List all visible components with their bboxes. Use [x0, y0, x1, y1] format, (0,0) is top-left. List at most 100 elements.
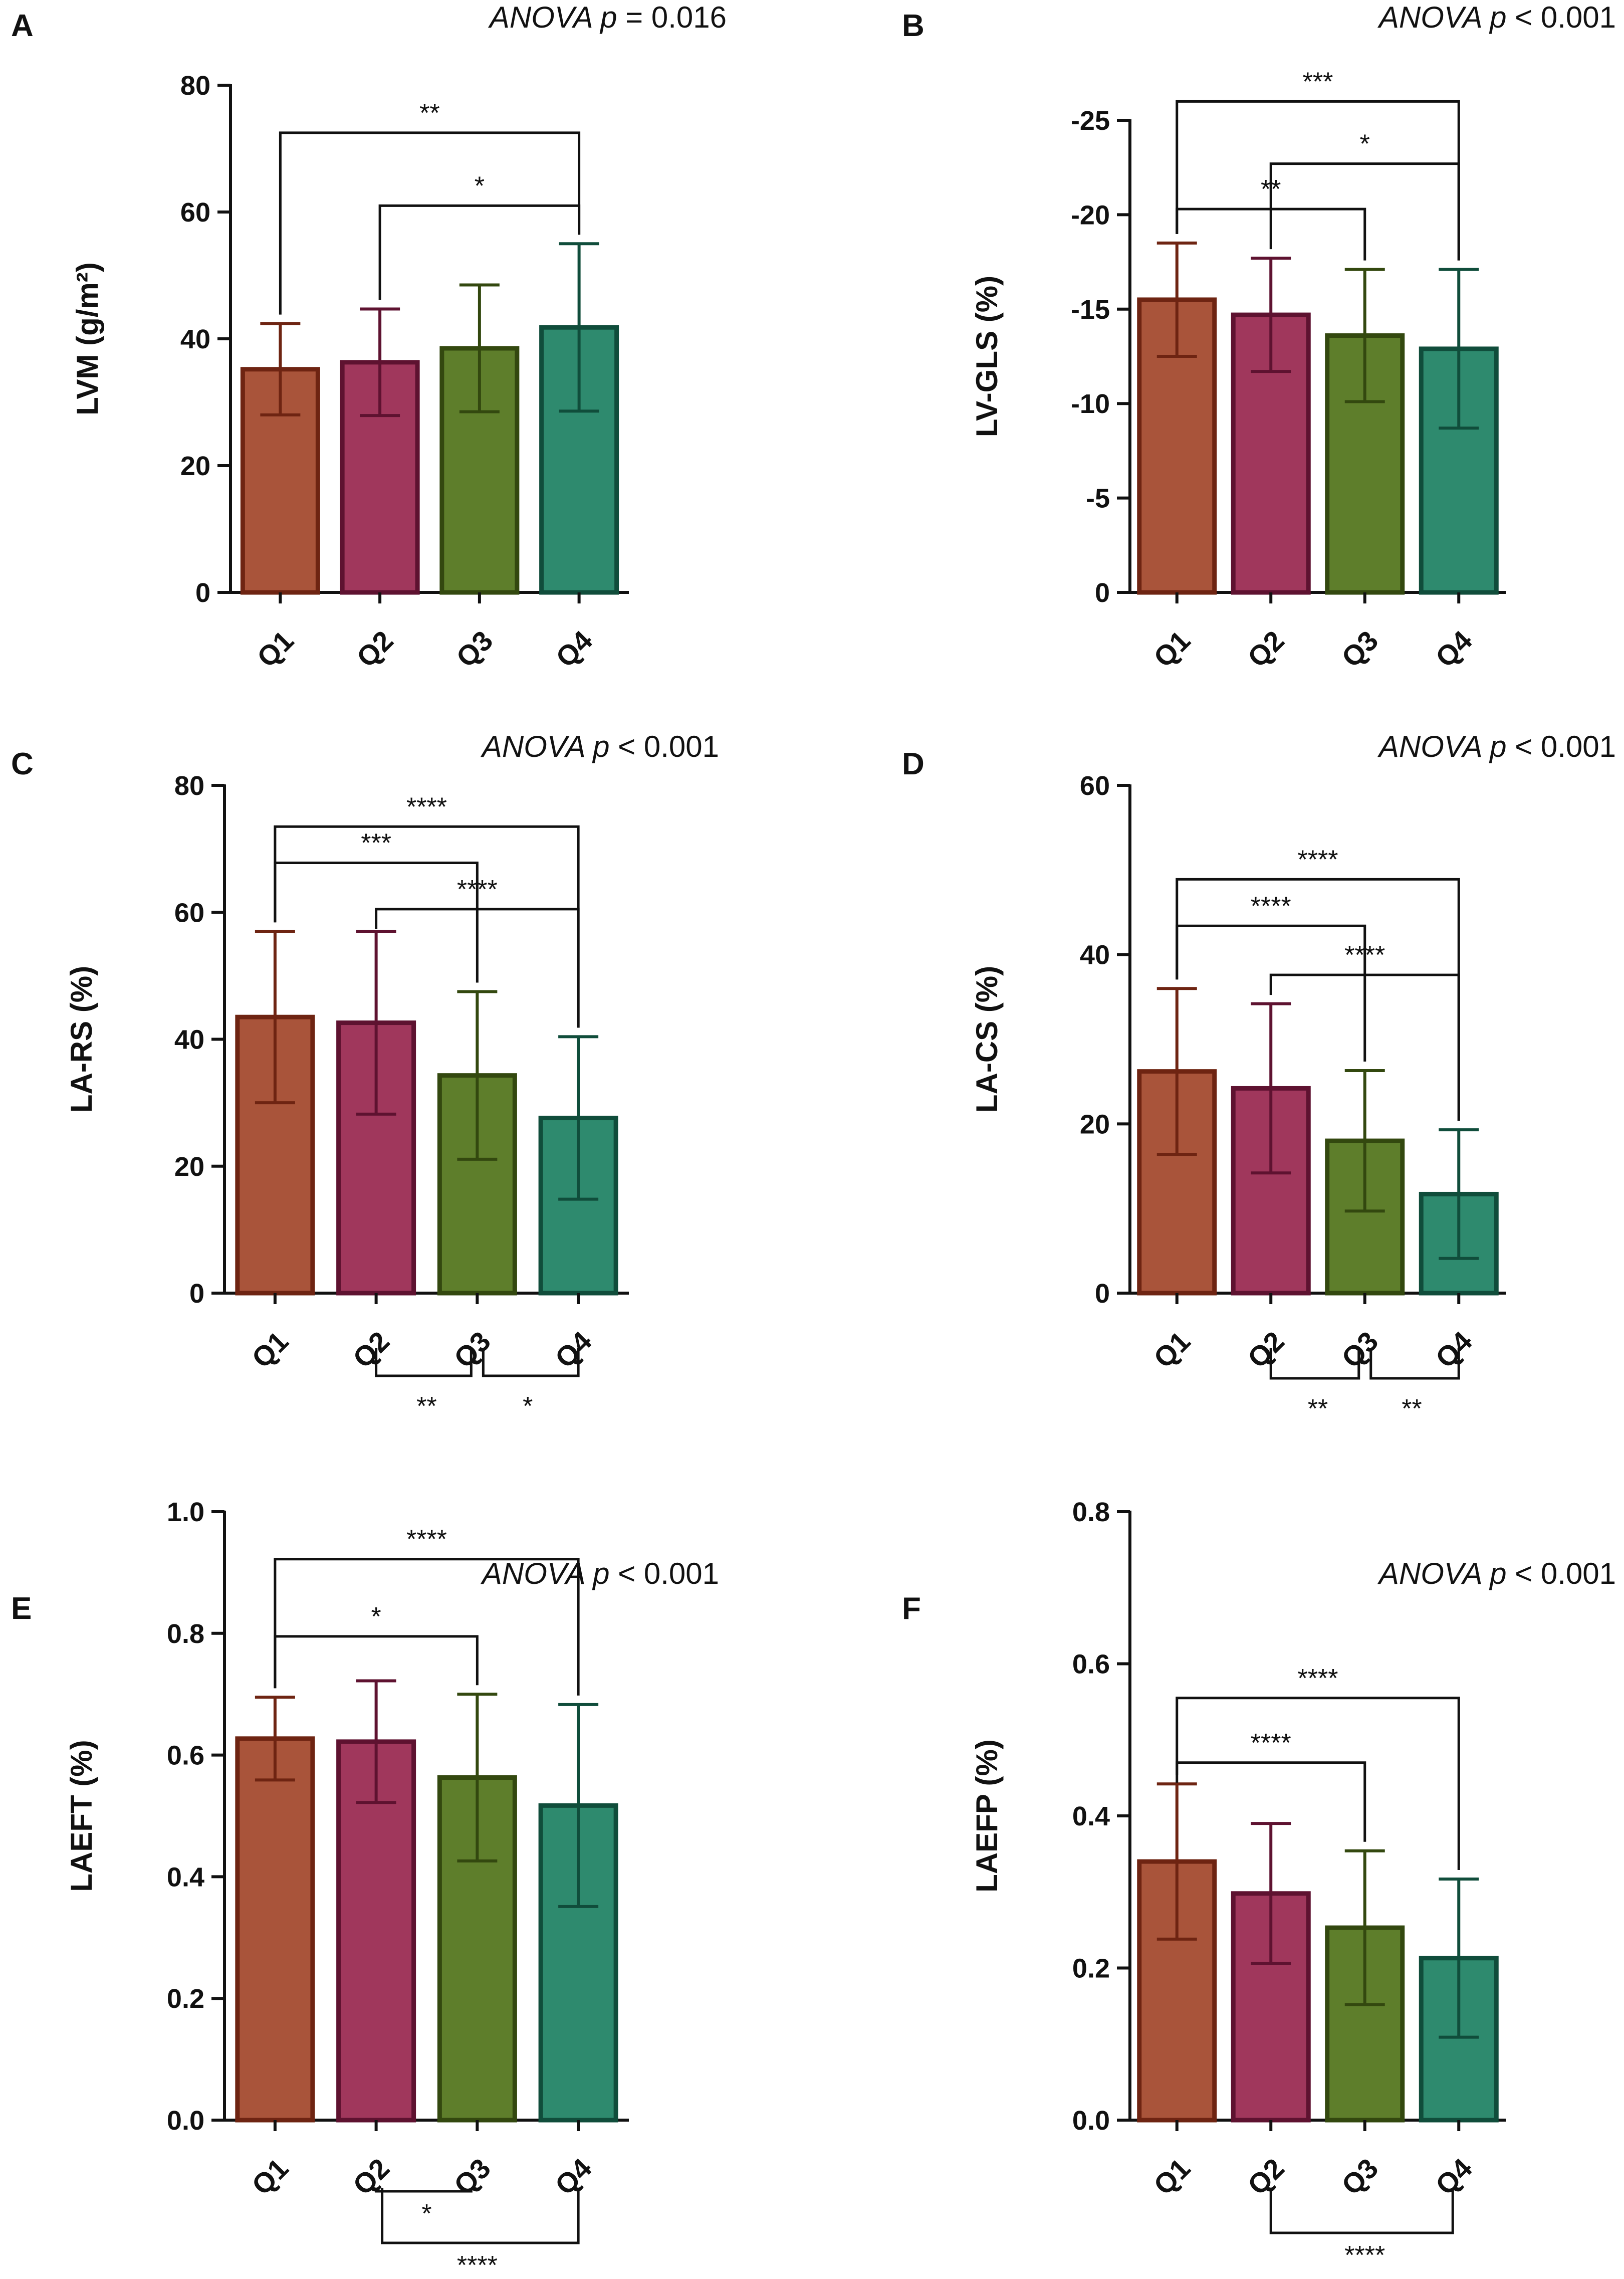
significance-label: *	[1360, 130, 1370, 159]
panel-e: E ANOVA p < 0.001 0.0 0.2 0.4 0.6 0.8 1.0 LAEFT …	[11, 1497, 719, 2279]
panel-letter: D	[902, 747, 924, 781]
significance-label-below: *	[421, 2199, 431, 2228]
significance-bracket	[1176, 1697, 1460, 1870]
significance-bracket	[279, 131, 581, 315]
x-tick-label: Q4	[549, 1325, 597, 1374]
significance-label: ***	[361, 828, 391, 858]
y-axis-label: LA-RS (%)	[65, 966, 98, 1113]
y-axis-label: LA-CS (%)	[970, 966, 1004, 1113]
significance-bracket	[274, 825, 580, 1028]
significance-label: **	[419, 99, 439, 128]
x-tick-label: Q2	[1241, 2152, 1290, 2201]
y-tick-label: 40	[174, 1025, 204, 1055]
y-tick-label: -5	[1086, 484, 1110, 514]
anova-annotation: ANOVA p < 0.001	[481, 730, 719, 763]
y-axis-label: LAEFP (%)	[970, 1739, 1004, 1893]
panel-letter: C	[11, 747, 34, 781]
significance-label: *	[475, 171, 485, 200]
anova-prefix: ANOVA p	[1377, 730, 1507, 763]
x-tick-label: Q3	[1335, 2152, 1384, 2201]
significance-label-below: *	[523, 1392, 533, 1421]
anova-prefix: ANOVA p	[481, 1557, 610, 1590]
x-tick-label: Q4	[1429, 1325, 1478, 1374]
panel-letter: F	[902, 1591, 921, 1626]
y-tick-label: 0.0	[167, 2106, 204, 2136]
significance-label-below: **	[1308, 1394, 1328, 1423]
significance-bracket	[1269, 973, 1460, 1121]
significance-label: ****	[1251, 892, 1291, 921]
y-tick-label: 20	[1080, 1109, 1110, 1139]
y-tick-label: 60	[180, 197, 210, 228]
y-tick-label: 40	[180, 324, 210, 354]
significance-bracket	[1176, 1761, 1366, 1842]
y-tick-label: 0.2	[167, 1984, 204, 2014]
x-tick-label: Q3	[447, 2152, 496, 2201]
y-axis-label: LVM (g/m²)	[71, 262, 104, 415]
x-tick-label: Q2	[347, 1325, 395, 1374]
y-tick-label: 0.8	[167, 1619, 204, 1649]
anova-prefix: ANOVA p	[481, 730, 610, 763]
y-tick-label: 0	[189, 1279, 204, 1309]
y-tick-label: 0.2	[1072, 1954, 1110, 1984]
significance-bracket	[274, 1635, 479, 1689]
y-axis-label: LAEFT (%)	[65, 1740, 98, 1892]
bar-q2	[1231, 1086, 1311, 1296]
y-tick-label: 20	[174, 1152, 204, 1182]
x-tick-label: Q1	[246, 2152, 294, 2201]
anova-annotation: ANOVA p < 0.001	[481, 1557, 719, 1590]
y-tick-label: -10	[1071, 389, 1110, 419]
significance-label: ****	[406, 792, 447, 821]
x-tick-label: Q2	[347, 2152, 395, 2201]
significance-bracket	[1269, 162, 1460, 261]
significance-bracket-below	[381, 2188, 580, 2244]
significance-bracket	[1176, 100, 1460, 261]
y-tick-label: 0.8	[1072, 1497, 1110, 1527]
anova-prefix: ANOVA p	[1377, 1, 1507, 34]
significance-bracket-below	[482, 1348, 580, 1377]
y-tick-label: 20	[180, 451, 210, 481]
x-tick-label: Q4	[550, 625, 598, 673]
y-tick-label: 0.0	[1072, 2106, 1110, 2136]
x-tick-label: Q4	[549, 2152, 597, 2201]
significance-bracket	[1176, 878, 1460, 1121]
y-tick-label: -15	[1071, 295, 1110, 325]
panel-f: F ANOVA p < 0.001 0.0 0.2 0.4 0.6 0.8 LAEFP (%)…	[902, 1497, 1616, 2270]
y-tick-label: 0.4	[167, 1862, 204, 1892]
anova-value: < 0.001	[609, 1557, 719, 1590]
significance-label: ****	[406, 1525, 447, 1554]
y-tick-label: 0	[1095, 1279, 1110, 1309]
significance-label: ****	[1298, 845, 1338, 874]
significance-bracket-below	[1269, 2188, 1454, 2234]
x-tick-label: Q1	[1147, 2152, 1196, 2201]
significance-label-below: ****	[457, 2251, 498, 2279]
bar-q1	[235, 1736, 315, 2123]
significance-label: ****	[457, 875, 498, 904]
significance-bracket-below	[375, 2188, 473, 2193]
panel-b: B ANOVA p < 0.001 0 -5 -10 -15 -20 -25 LV-GLS (%…	[902, 1, 1616, 673]
panel-a: A ANOVA p = 0.016 0 20 40 60 80 LVM (g/m²) Q1 Q2 Q…	[11, 1, 727, 673]
anova-value: = 0.016	[617, 1, 727, 34]
significance-label: ****	[1251, 1729, 1291, 1758]
y-tick-label: 60	[1080, 771, 1110, 801]
anova-value: < 0.001	[1506, 1, 1616, 34]
x-tick-label: Q2	[1241, 1325, 1290, 1374]
significance-bracket	[274, 861, 479, 983]
y-axis-label: LV-GLS (%)	[970, 276, 1004, 437]
y-tick-label: 80	[180, 71, 210, 101]
y-tick-label: 0.6	[1072, 1649, 1110, 1680]
significance-label-below: **	[1402, 1394, 1422, 1423]
significance-bracket	[375, 908, 580, 1028]
significance-bracket-below	[1369, 1348, 1460, 1380]
anova-prefix: ANOVA p	[1377, 1557, 1507, 1590]
significance-label-below: **	[416, 1392, 436, 1421]
significance-bracket-below	[375, 1348, 473, 1377]
x-tick-label: Q1	[1147, 1325, 1196, 1374]
significance-label: ****	[1298, 1664, 1338, 1693]
x-tick-label: Q4	[1429, 625, 1478, 673]
bar-q2	[336, 1739, 416, 2123]
anova-value: < 0.001	[1506, 730, 1616, 763]
x-tick-label: Q2	[350, 625, 399, 673]
y-tick-label: 0.6	[167, 1741, 204, 1771]
